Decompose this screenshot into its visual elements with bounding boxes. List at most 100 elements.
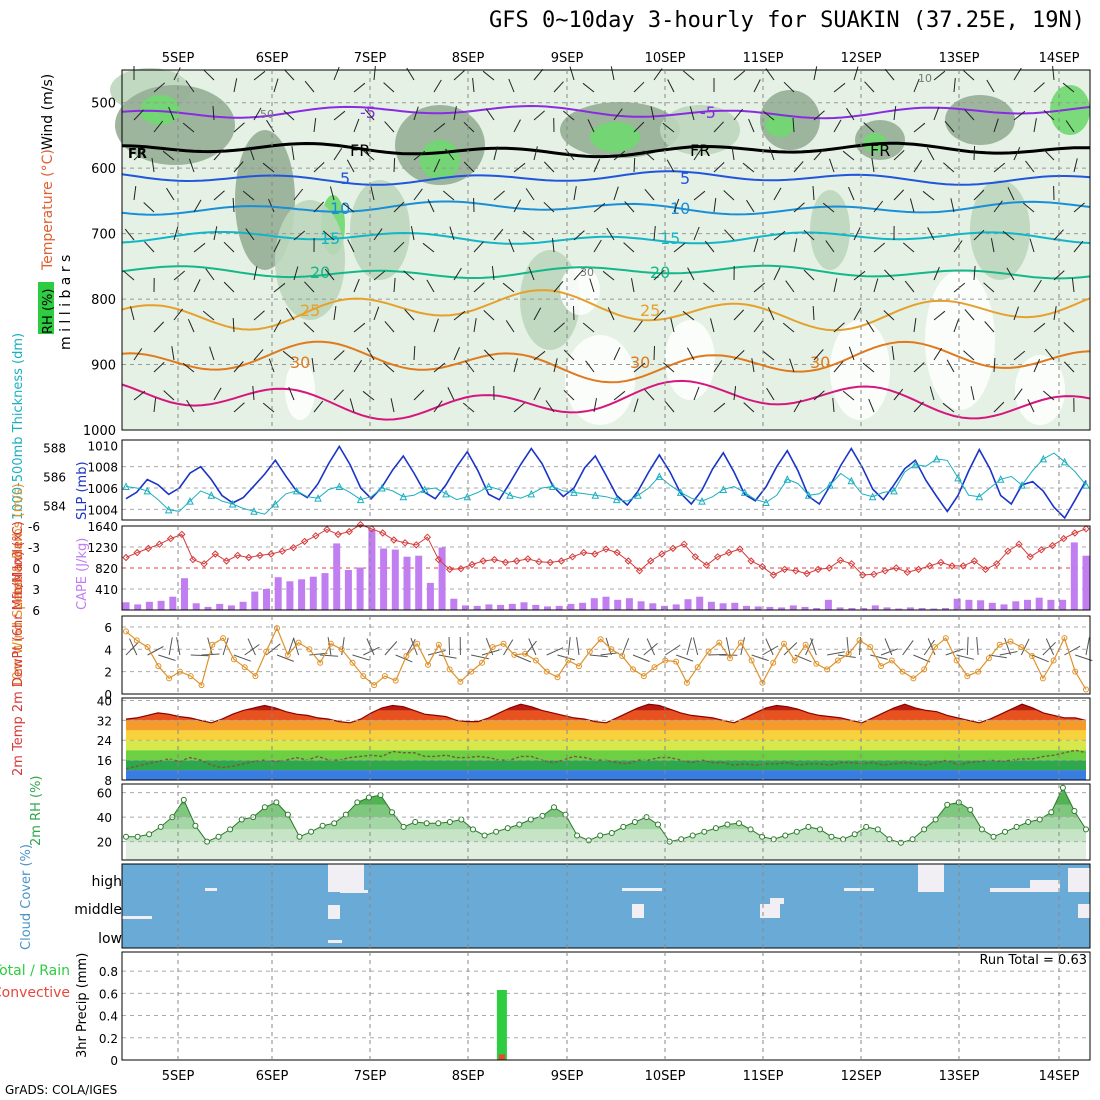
cape-bar (192, 603, 200, 610)
wind-barb (922, 190, 935, 201)
lifted-index-marker (836, 556, 845, 565)
wind-barb (693, 386, 700, 401)
rh-region (660, 105, 740, 155)
thickness-marker (847, 476, 856, 485)
panel-frame (121, 439, 1091, 521)
wind-barb (1029, 238, 1035, 253)
cape-bar (778, 607, 786, 610)
rh2m-marker (1083, 826, 1089, 833)
wind-barb (249, 146, 255, 161)
cape-bar (298, 579, 306, 610)
top-day-label: 13SEP (939, 51, 980, 66)
wind10m-marker (619, 653, 626, 659)
thickness-marker (442, 489, 450, 498)
rh2m-marker (585, 837, 592, 844)
wind-barb (853, 66, 859, 81)
wind-barb (133, 186, 137, 201)
wind-barb (472, 78, 475, 93)
wind-barb (333, 389, 344, 401)
wind-barb (1022, 202, 1035, 213)
temp-color-band (126, 710, 1086, 721)
wind10m-marker (349, 659, 356, 666)
wind-barb (984, 321, 995, 333)
wind-barb (613, 347, 621, 361)
wind-barb (232, 317, 235, 333)
wind-barb (1073, 158, 1078, 173)
wind-barb (313, 162, 325, 173)
wind-barb (606, 227, 615, 241)
wind-barb (868, 398, 875, 413)
cape-bar (450, 598, 458, 610)
precip-convective-label: Convective (0, 985, 70, 1001)
isotherm-label: 15 (660, 229, 680, 248)
wind-barb (413, 106, 419, 121)
wind-barb (853, 307, 862, 321)
rh2m-marker (817, 826, 823, 833)
pressure-tick-label: 700 (91, 228, 116, 243)
wind-barb (682, 70, 695, 81)
wind-barb (173, 226, 179, 241)
lifted-index-marker (434, 555, 443, 564)
wind10m-barb (643, 643, 658, 656)
rh2m-marker (342, 811, 349, 818)
cloud-block (632, 904, 644, 918)
wind-barb (433, 122, 446, 133)
bottom-day-label: 9SEP (551, 1069, 584, 1084)
top-day-label: 9SEP (551, 51, 584, 66)
wind-barb (304, 80, 315, 93)
cape-bar (1070, 542, 1078, 610)
wind-barb (213, 387, 222, 401)
top-day-label: 14SEP (1039, 51, 1080, 66)
wind-barb (553, 322, 565, 333)
cape-bar (169, 596, 177, 610)
rh-dry-region (1015, 355, 1065, 425)
lifted-index-marker (211, 550, 220, 558)
cape-bar (497, 604, 505, 610)
cape-bar (403, 556, 411, 610)
wind10m-marker (468, 668, 475, 675)
rh2m-marker (770, 836, 777, 843)
cloud-panel: high middle low Cloud Cover (%) (19, 844, 1090, 950)
wind-barb (465, 360, 475, 373)
cape-bar (251, 591, 259, 610)
wind10m-marker (511, 651, 518, 658)
wind-barb (366, 347, 375, 361)
wind-barb (233, 402, 245, 413)
wind10m-barb (147, 646, 164, 656)
cape-bar (415, 555, 423, 610)
rh-color-band (126, 841, 1086, 860)
cape-tick-label: 1230 (87, 541, 118, 555)
rh-contour-label: 10 (918, 72, 932, 85)
wind-barb (462, 402, 475, 413)
bottom-day-label: 13SEP (939, 1069, 980, 1084)
rh2m-marker (527, 816, 534, 823)
wind-barb (766, 387, 775, 401)
wind10m-barb (233, 654, 251, 662)
wind-barb (213, 226, 218, 241)
wind-barb (993, 401, 1005, 413)
lifted-index-marker (825, 564, 833, 572)
cape-bar (1035, 597, 1043, 610)
rh2m-marker (365, 794, 372, 801)
wind-barb (713, 162, 725, 173)
wind10m-barb (320, 654, 339, 657)
cloud-background (122, 864, 1090, 948)
lifted-index-marker (691, 553, 700, 561)
cape-bar (649, 603, 657, 610)
isotherm-line (121, 264, 1091, 280)
wind-barb (171, 346, 175, 361)
rh-region (350, 180, 410, 280)
rh2m-marker (840, 836, 847, 843)
wind10m-marker (964, 673, 971, 680)
wind-barb (633, 398, 639, 413)
thickness-marker (506, 491, 514, 499)
wind10m-barb (384, 641, 398, 656)
rh-color-band (126, 829, 1086, 842)
wind10m-barb (366, 638, 375, 656)
wind-barb (433, 318, 439, 333)
rh-dry-region (925, 270, 995, 410)
wind-barb (883, 310, 895, 321)
cape-bar (426, 582, 434, 610)
cape-bar (309, 576, 317, 610)
wind-barb (753, 282, 766, 293)
